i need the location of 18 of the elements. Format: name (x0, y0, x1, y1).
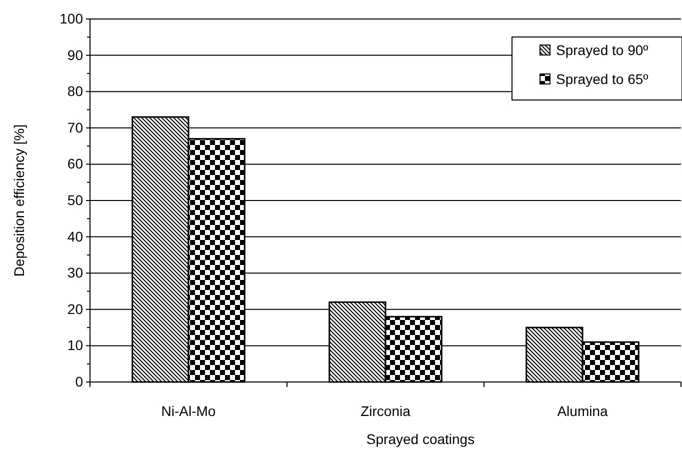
y-tick-label: 40 (67, 228, 84, 244)
y-tick-label: 10 (67, 337, 84, 354)
y-tick-label: 20 (67, 300, 84, 317)
x-axis-title: Sprayed coatings (366, 431, 475, 447)
legend-label: Sprayed to 90º (556, 42, 648, 58)
x-tick-label: Ni-Al-Mo (161, 402, 216, 419)
legend-label: Sprayed to 65º (556, 71, 648, 87)
y-tick-label: 100 (60, 10, 84, 26)
x-tick-label: Alumina (557, 402, 608, 419)
y-tick-label: 30 (67, 264, 84, 281)
y-tick-label: 50 (67, 192, 84, 208)
x-tick-label: Zirconia (360, 402, 411, 419)
y-tick-label: 70 (67, 119, 84, 136)
y-axis-title: Deposition efficiency [%] (11, 124, 27, 277)
y-tick-label: 60 (67, 156, 84, 172)
y-tick-label: 0 (75, 373, 84, 390)
y-tick-label: 80 (67, 83, 84, 100)
y-tick-label: 90 (67, 46, 84, 63)
